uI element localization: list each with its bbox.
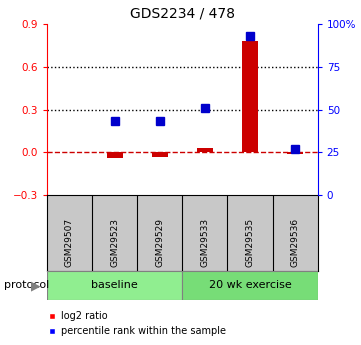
- Bar: [287, 152, 303, 154]
- Text: protocol: protocol: [4, 280, 49, 290]
- Bar: [47, 271, 182, 300]
- Text: GSM29507: GSM29507: [65, 218, 74, 267]
- Bar: [152, 152, 168, 157]
- Title: GDS2234 / 478: GDS2234 / 478: [130, 6, 235, 20]
- Text: GSM29536: GSM29536: [291, 218, 300, 267]
- Text: GSM29535: GSM29535: [245, 218, 255, 267]
- Text: GSM29533: GSM29533: [200, 218, 209, 267]
- Text: GSM29523: GSM29523: [110, 218, 119, 267]
- Text: ▶: ▶: [31, 279, 40, 292]
- Bar: [107, 152, 122, 158]
- Legend: log2 ratio, percentile rank within the sample: log2 ratio, percentile rank within the s…: [44, 307, 230, 340]
- Bar: [197, 148, 213, 152]
- Text: baseline: baseline: [91, 280, 138, 290]
- Bar: [182, 271, 318, 300]
- Text: GSM29529: GSM29529: [155, 218, 164, 267]
- Text: 20 wk exercise: 20 wk exercise: [209, 280, 291, 290]
- Bar: [242, 41, 258, 152]
